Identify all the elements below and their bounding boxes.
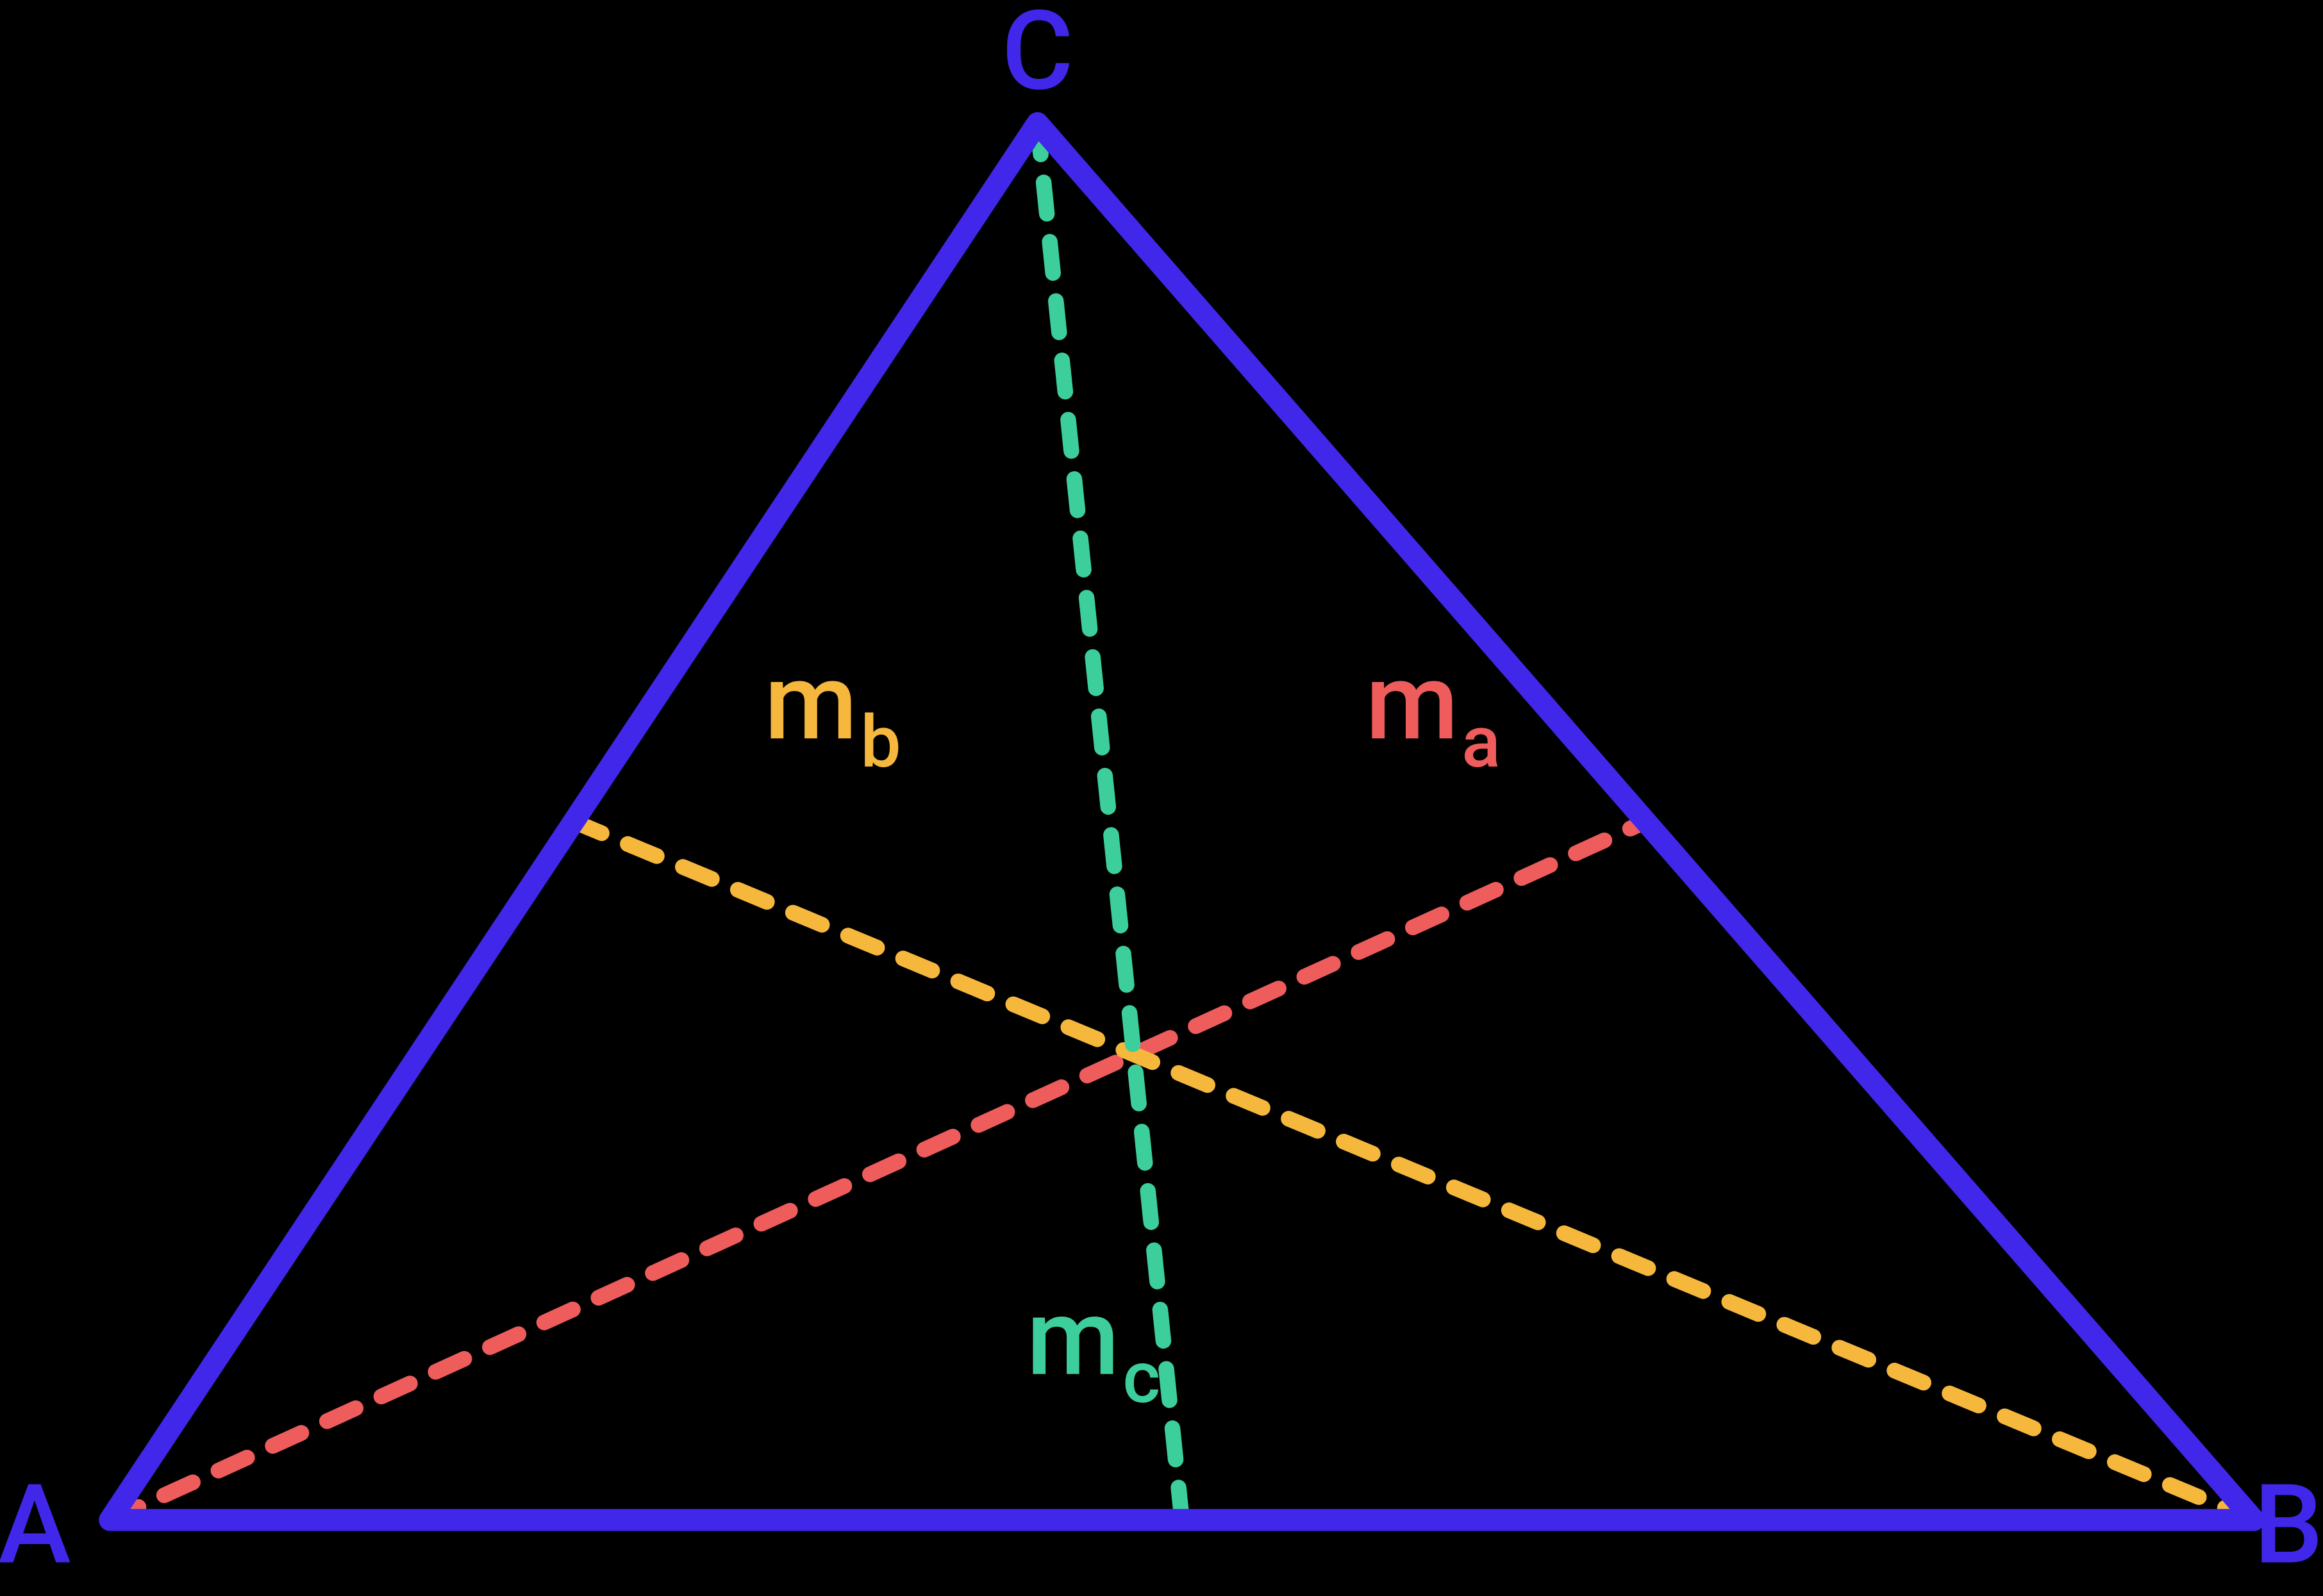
triangle-outline xyxy=(110,123,2254,1520)
median-label-mb-sub: b xyxy=(860,701,901,785)
vertex-label-A: A xyxy=(0,1460,71,1589)
median-label-mc-main: m xyxy=(1026,1276,1119,1401)
triangle-medians-diagram: mambmc ABC xyxy=(0,0,2323,1596)
median-label-mb: mb xyxy=(764,640,901,785)
median-label-ma: ma xyxy=(1365,640,1501,785)
vertex-label-C: C xyxy=(1002,0,1074,115)
medians-group xyxy=(110,123,2254,1520)
median-label-mc-sub: c xyxy=(1122,1336,1160,1420)
median-label-mc: mc xyxy=(1026,1276,1160,1420)
vertex-labels: A B C xyxy=(0,0,2323,1589)
median-label-mb-main: m xyxy=(764,640,857,765)
median-label-ma-main: m xyxy=(1365,640,1458,765)
vertex-label-B: B xyxy=(2254,1460,2323,1589)
triangle-polygon xyxy=(110,123,2254,1520)
median-label-ma-sub: a xyxy=(1461,701,1501,785)
